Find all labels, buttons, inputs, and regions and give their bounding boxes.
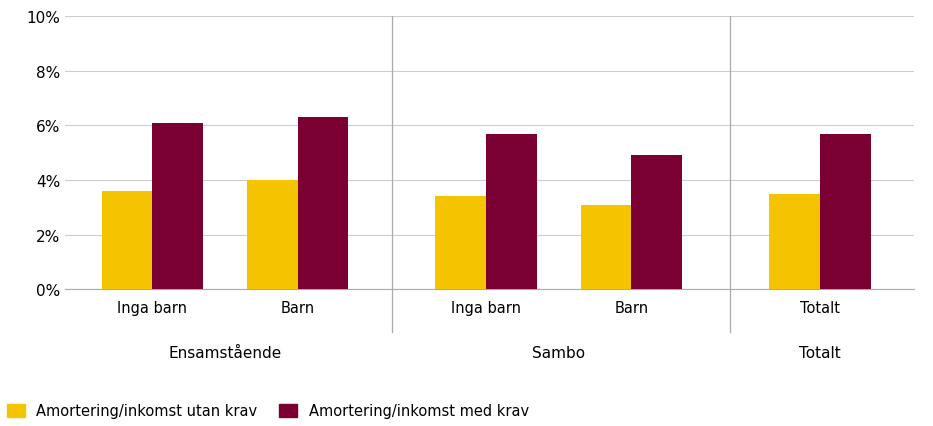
Bar bbox=[820, 134, 870, 290]
Text: Sambo: Sambo bbox=[532, 345, 585, 360]
Bar bbox=[436, 197, 486, 290]
Bar bbox=[632, 156, 682, 290]
Bar bbox=[152, 124, 203, 290]
Bar bbox=[580, 205, 632, 290]
Bar bbox=[246, 181, 298, 290]
Bar bbox=[298, 118, 348, 290]
Bar bbox=[486, 134, 537, 290]
Bar bbox=[769, 194, 820, 290]
Bar bbox=[102, 192, 152, 290]
Legend: Amortering/inkomst utan krav, Amortering/inkomst med krav: Amortering/inkomst utan krav, Amortering… bbox=[7, 403, 529, 418]
Text: Ensamstående: Ensamstående bbox=[168, 345, 282, 360]
Text: Totalt: Totalt bbox=[800, 345, 841, 360]
